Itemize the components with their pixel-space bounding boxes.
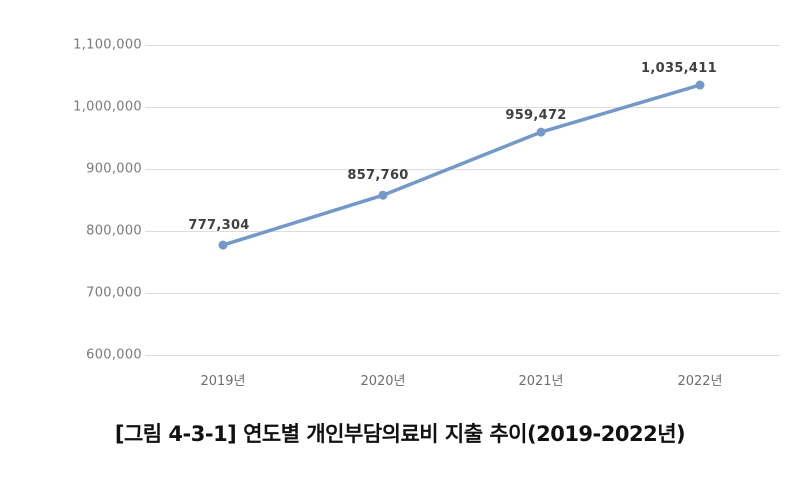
- y-tick-label: 600,000: [86, 347, 142, 363]
- gridlines: [145, 45, 780, 356]
- y-tick-label: 800,000: [86, 223, 142, 239]
- chart-plot-area: [145, 45, 780, 356]
- y-tick-label: 700,000: [86, 285, 142, 301]
- y-tick-label: 1,100,000: [73, 37, 142, 53]
- line-chart: 1,100,000 1,000,000 900,000 800,000 700,…: [73, 37, 780, 389]
- data-label: 1,035,411: [641, 61, 717, 76]
- figure-caption: [그림 4-3-1] 연도별 개인부담의료비 지출 추이(2019-2022년): [114, 422, 686, 446]
- x-tick-label: 2019년: [200, 374, 246, 389]
- data-markers: [218, 80, 705, 250]
- data-line: [222, 83, 701, 247]
- data-label: 959,472: [505, 108, 567, 123]
- x-tick-label: 2021년: [518, 374, 564, 389]
- data-label: 777,304: [188, 218, 250, 233]
- data-label: 857,760: [347, 168, 409, 183]
- y-tick-label: 900,000: [86, 161, 142, 177]
- x-tick-label: 2022년: [677, 374, 723, 389]
- y-tick-label: 1,000,000: [73, 99, 142, 115]
- x-tick-label: 2020년: [360, 374, 406, 389]
